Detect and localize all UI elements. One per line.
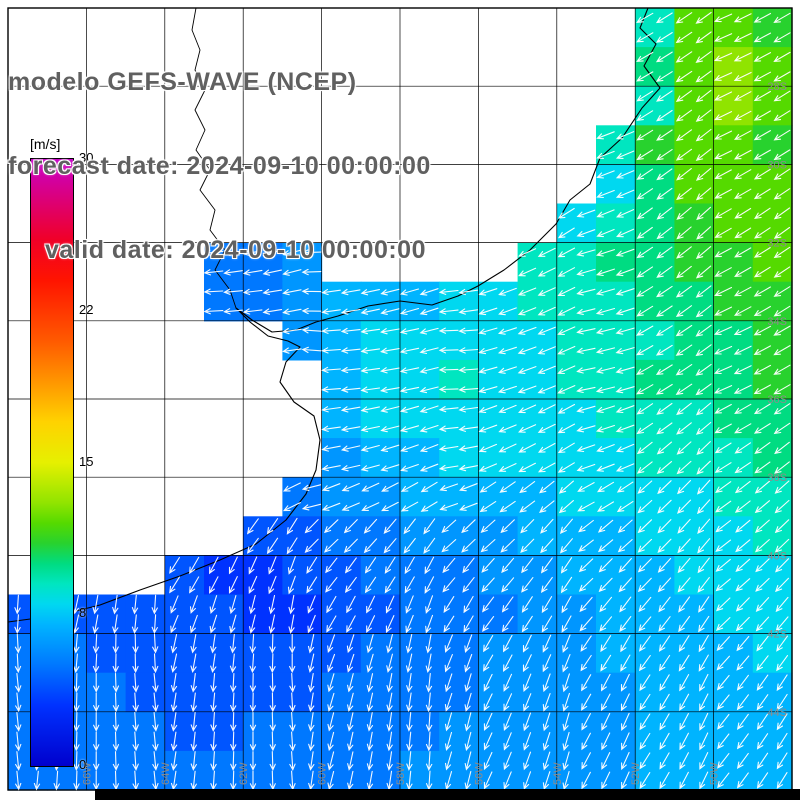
latitude-label: 28S [767, 81, 787, 93]
latitude-label: 34S [767, 316, 787, 328]
title-block: modelo GEFS-WAVE (NCEP) forecast date: 2… [8, 12, 431, 292]
colorbar-unit-label: [m/s] [28, 136, 63, 152]
longitude-label: 66W [81, 762, 93, 785]
latitude-label: 30S [767, 159, 787, 171]
latitude-label: 40S [767, 550, 787, 562]
latitude-label: 36S [767, 394, 787, 406]
longitude-label: 50W [709, 762, 721, 785]
latitude-label: 32S [767, 238, 787, 250]
colorbar-gradient [30, 158, 74, 767]
forecast-date: forecast date: 2024-09-10 00:00:00 [8, 152, 431, 180]
longitude-label: 54W [552, 762, 564, 785]
longitude-label: 62W [238, 762, 250, 785]
latitude-label: 42S [767, 629, 787, 641]
latitude-label: 44S [767, 707, 787, 719]
longitude-label: 56W [473, 762, 485, 785]
bottom-axis-bar [95, 789, 800, 800]
latitude-label: 38S [767, 472, 787, 484]
longitude-labels: 66W 64W 62W 60W 58W 56W 54W 52W 50W [81, 762, 720, 785]
valid-date: valid date: 2024-09-10 00:00:00 [45, 236, 426, 264]
wind-direction-arrows [14, 11, 791, 791]
latitude-labels: 28S 30S 32S 34S 36S 38S 40S 42S 44S [767, 81, 787, 719]
longitude-label: 58W [395, 762, 407, 785]
longitude-label: 64W [160, 762, 172, 785]
longitude-label: 60W [317, 762, 329, 785]
model-title: modelo GEFS-WAVE (NCEP) [8, 68, 357, 96]
longitude-label: 52W [630, 762, 642, 785]
river-border-line [191, 7, 237, 309]
